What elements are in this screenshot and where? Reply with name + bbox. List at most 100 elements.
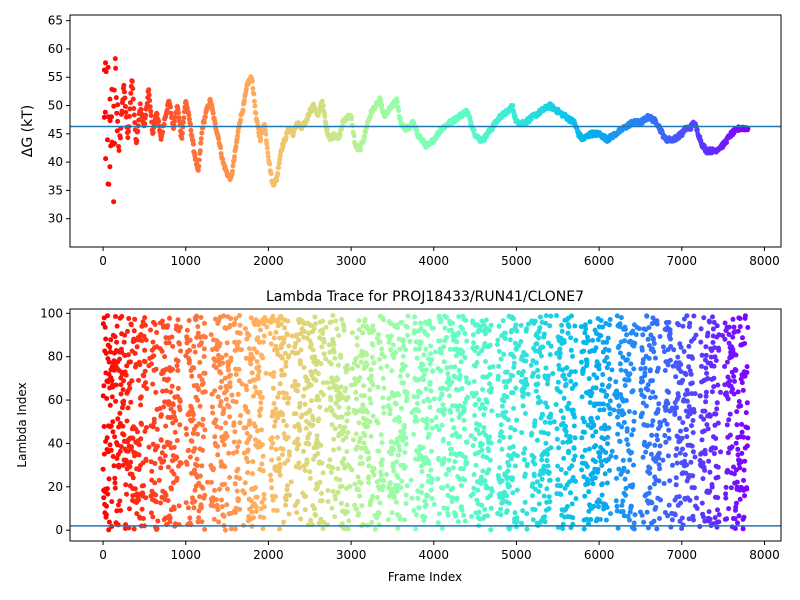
lambda-point [281, 336, 287, 342]
lambda-point [451, 425, 457, 431]
lambda-point [209, 404, 215, 410]
lambda-point [221, 513, 227, 519]
lambda-point [661, 349, 667, 355]
lambda-point [402, 517, 408, 523]
lambda-point [414, 355, 420, 361]
lambda-point [648, 395, 653, 401]
lambda-point [545, 463, 551, 469]
lambda-point [122, 332, 128, 338]
lambda-point [686, 516, 692, 522]
lambda-point [314, 444, 320, 450]
lambda-point [682, 452, 688, 458]
lambda-point [496, 323, 502, 329]
lambda-point [340, 521, 345, 527]
lambda-point [710, 340, 716, 345]
delta-g-point [697, 134, 703, 140]
lambda-point [644, 313, 650, 319]
lambda-point [428, 487, 434, 493]
delta-g-x-tick-label: 8000 [749, 254, 780, 268]
lambda-point [740, 335, 745, 341]
lambda-point [128, 359, 133, 365]
lambda-point [271, 400, 277, 406]
lambda-point [518, 339, 524, 344]
lambda-point [419, 367, 425, 373]
lambda-point [732, 516, 738, 522]
delta-g-point [121, 82, 127, 88]
lambda-point [416, 505, 422, 511]
lambda-point [483, 359, 488, 364]
lambda-point [186, 447, 192, 453]
delta-g-x-tick-label: 6000 [584, 254, 615, 268]
lambda-point [402, 464, 408, 470]
lambda-point [298, 516, 304, 522]
lambda-point [148, 327, 153, 333]
lambda-point [486, 327, 492, 333]
lambda-point [302, 329, 307, 334]
lambda-point [232, 320, 237, 326]
lambda-point [596, 366, 602, 372]
delta-g-point [114, 128, 120, 134]
lambda-point [331, 342, 337, 347]
lambda-point [563, 470, 569, 476]
lambda-point [461, 417, 467, 423]
lambda-point [277, 381, 283, 387]
lambda-point [170, 402, 176, 408]
lambda-point [663, 405, 669, 411]
lambda-point [555, 477, 561, 483]
delta-g-point [414, 127, 420, 133]
lambda-point [286, 449, 292, 455]
lambda-point [726, 332, 732, 337]
lambda-point [199, 519, 205, 525]
lambda-point [388, 439, 394, 445]
lambda-point [255, 335, 261, 341]
lambda-point [626, 351, 632, 357]
lambda-point [672, 412, 678, 417]
lambda-point [212, 434, 218, 440]
lambda-point [362, 393, 367, 399]
delta-g-point [119, 108, 125, 114]
lambda-point [249, 370, 255, 376]
lambda-point [114, 508, 120, 514]
lambda-point [566, 324, 572, 330]
lambda-point [311, 506, 317, 512]
delta-g-point [105, 64, 111, 70]
lambda-point [462, 426, 467, 432]
lambda-point [283, 363, 289, 369]
lambda-point [614, 508, 620, 514]
lambda-point [727, 432, 733, 438]
lambda-point [284, 487, 290, 493]
lambda-point [402, 449, 408, 455]
lambda-point [496, 363, 502, 369]
lambda-point [218, 425, 224, 431]
lambda-point [142, 347, 148, 353]
lambda-point [282, 325, 288, 331]
lambda-point [130, 435, 136, 441]
lambda-point [144, 386, 150, 392]
lambda-point [716, 347, 722, 353]
lambda-point [611, 407, 617, 413]
lambda-point [542, 514, 548, 520]
lambda-point [287, 492, 293, 498]
lambda-point [546, 506, 552, 512]
lambda-point [520, 508, 526, 514]
lambda-point [474, 497, 480, 503]
lambda-point [161, 404, 167, 410]
lambda-point [714, 406, 720, 412]
lambda-point [655, 437, 660, 443]
lambda-point [734, 422, 740, 428]
lambda-point [458, 359, 464, 365]
lambda-point [603, 517, 609, 523]
lambda-point [107, 402, 113, 408]
lambda-point [195, 431, 200, 437]
lambda-point [625, 513, 631, 519]
lambda-point [429, 476, 435, 482]
lambda-point [537, 483, 543, 489]
lambda-point [132, 338, 138, 344]
lambda-point [436, 427, 442, 433]
lambda-point [161, 458, 167, 464]
lambda-point [318, 516, 324, 522]
lambda-point [423, 502, 429, 508]
lambda-point [641, 394, 647, 400]
delta-g-point [324, 126, 330, 132]
lambda-point [306, 441, 312, 447]
